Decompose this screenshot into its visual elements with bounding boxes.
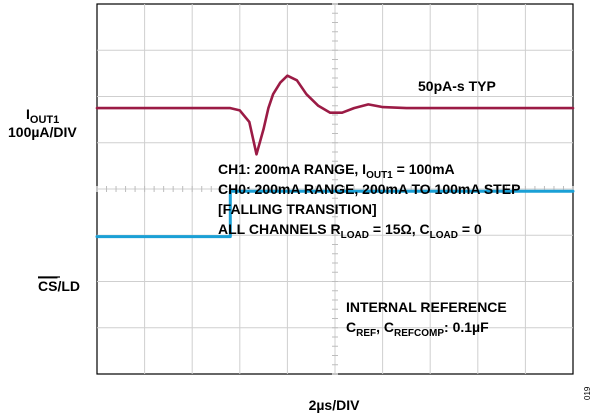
x-axis-label: 2µs/DIV xyxy=(309,397,361,413)
iout1-label: IOUT1 xyxy=(26,106,59,126)
cs-ld-label: CS/LD xyxy=(38,278,80,294)
figure-number: 019 xyxy=(583,386,592,400)
annotation-load: ALL CHANNELS RLOAD = 15Ω, CLOAD = 0 xyxy=(218,221,482,241)
graticule xyxy=(96,3,574,375)
annotation-ref-caps: CREF, CREFCOMP: 0.1µF xyxy=(346,319,489,339)
annotation-ch0: CH0: 200mA RANGE, 200mA TO 100mA STEP xyxy=(218,181,520,197)
charge-typ-annotation: 50pA-s TYP xyxy=(418,78,496,94)
annotation-transition: [FALLING TRANSITION] xyxy=(218,201,377,217)
iout1-scale-label: 100µA/DIV xyxy=(8,124,77,140)
annotation-ch1: CH1: 200mA RANGE, IOUT1 = 100mA xyxy=(218,161,455,181)
iout1-trace xyxy=(95,74,575,156)
annotation-reference: INTERNAL REFERENCE xyxy=(346,299,507,315)
traces xyxy=(95,74,575,239)
cs-ld-trace xyxy=(95,189,575,239)
